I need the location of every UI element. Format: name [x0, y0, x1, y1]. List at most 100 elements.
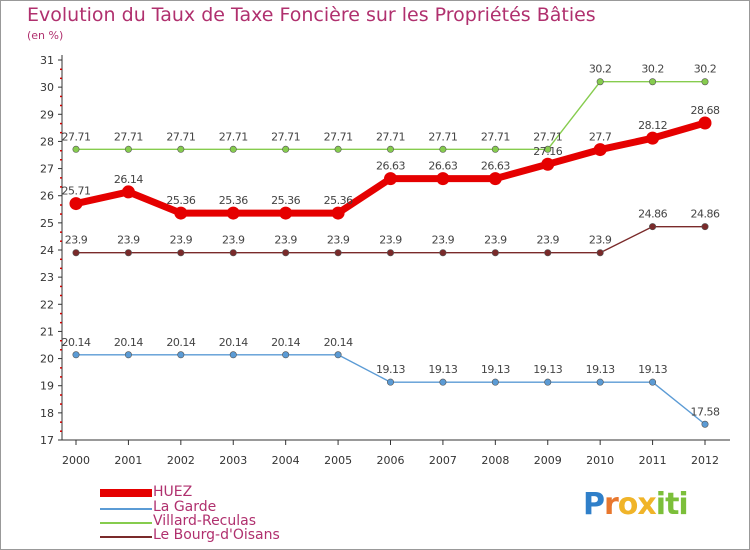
data-label: 20.14: [114, 336, 143, 349]
y-minor-tick: [60, 349, 62, 351]
data-label: 24.86: [638, 208, 667, 221]
x-tick-label: 2009: [534, 454, 562, 467]
data-point: [124, 351, 132, 359]
data-label: 20.14: [166, 336, 195, 349]
axes: 17 18 19 20 21 22 23 24 25 26 27 28 29 30 31 2000 2001 20…: [40, 54, 730, 467]
y-tick-label: 22: [40, 298, 54, 311]
data-point: [701, 420, 709, 428]
unit-label: (en %): [27, 29, 64, 42]
x-tick-label: 2007: [429, 454, 457, 467]
x-tick-label: 2012: [691, 454, 719, 467]
logo-letter: i: [655, 487, 666, 522]
data-point: [436, 172, 450, 186]
data-label: 23.9: [327, 234, 350, 247]
y-tick-label: 26: [40, 190, 54, 203]
data-label: 27.71: [114, 130, 143, 143]
y-minor-tick: [60, 430, 62, 432]
y-minor-tick: [60, 213, 62, 215]
x-tick-label: 2003: [219, 454, 247, 467]
x-tick-label: 2010: [586, 454, 614, 467]
x-tick-label: 2002: [167, 454, 195, 467]
data-point: [229, 249, 237, 257]
y-tick-label: 21: [40, 325, 54, 338]
data-point: [439, 249, 447, 257]
data-point: [334, 249, 342, 257]
data-point: [229, 145, 237, 153]
data-point: [701, 78, 709, 86]
y-tick-label: 27: [40, 163, 54, 176]
y-tick-label: 29: [40, 108, 54, 121]
data-label: 23.9: [484, 234, 507, 247]
data-point: [282, 351, 290, 359]
data-label: 28.12: [638, 119, 667, 132]
data-label: 23.9: [274, 234, 297, 247]
chart-title: Evolution du Taux de Taxe Foncière sur l…: [27, 4, 596, 26]
logo-letter: t: [665, 487, 679, 522]
series-lines: [69, 78, 712, 428]
y-tick-label: 20: [40, 353, 54, 366]
y-minor-tick: [60, 131, 62, 134]
data-label: 30.2: [589, 63, 612, 76]
data-point: [334, 145, 342, 153]
data-label: 23.9: [432, 234, 455, 247]
data-label: 27.71: [271, 130, 300, 143]
data-point: [649, 378, 657, 386]
data-label: 19.13: [586, 363, 615, 376]
data-point: [541, 157, 555, 171]
data-label: 23.9: [117, 234, 140, 247]
data-point: [439, 145, 447, 153]
data-point: [596, 249, 604, 257]
data-label: 23.9: [589, 234, 612, 247]
data-label: 25.36: [324, 194, 353, 207]
data-point: [491, 249, 499, 257]
data-point: [701, 223, 709, 231]
data-point: [177, 249, 185, 257]
data-point: [386, 378, 394, 386]
data-label: 30.2: [694, 63, 717, 76]
data-point: [698, 116, 712, 130]
y-tick-label: 18: [40, 407, 54, 420]
data-label: 19.13: [481, 363, 510, 376]
data-point: [544, 249, 552, 257]
data-point: [386, 249, 394, 257]
y-tick-label: 24: [40, 244, 54, 257]
data-point: [593, 143, 607, 157]
legend-label: Le Bourg-d'Oisans: [153, 527, 280, 543]
y-minor-tick: [60, 339, 62, 342]
data-label: 27.16: [533, 145, 562, 158]
data-point: [121, 185, 135, 199]
y-minor-tick: [60, 394, 62, 396]
legend-swatch: [100, 508, 152, 510]
x-tick-label: 2004: [272, 454, 300, 467]
data-label: 28.68: [691, 104, 720, 117]
y-minor-tick: [60, 68, 62, 71]
data-label: 27.71: [166, 130, 195, 143]
data-point: [596, 378, 604, 386]
x-tick-label: 2008: [481, 454, 509, 467]
data-point: [386, 145, 394, 153]
data-point: [72, 351, 80, 359]
data-label: 27.71: [376, 130, 405, 143]
data-label: 25.36: [166, 194, 195, 207]
y-minor-tick: [60, 403, 62, 405]
proxiti-logo: Proxiti: [583, 487, 689, 522]
data-point: [282, 249, 290, 257]
data-label: 23.9: [537, 234, 560, 247]
y-tick-label: 17: [40, 434, 54, 447]
data-point: [279, 206, 293, 220]
data-point: [488, 172, 502, 186]
data-label: 20.14: [62, 336, 91, 349]
data-label: 27.7: [589, 131, 612, 144]
data-label: 23.9: [379, 234, 402, 247]
y-minor-tick: [60, 312, 62, 315]
x-tick-label: 2005: [324, 454, 352, 467]
x-tick-label: 2000: [62, 454, 90, 467]
y-tick-label: 19: [40, 380, 54, 393]
y-minor-tick: [60, 421, 62, 423]
legend-swatch: [100, 522, 152, 524]
data-label: 23.9: [170, 234, 193, 247]
data-label: 19.13: [533, 363, 562, 376]
data-point: [174, 206, 188, 220]
y-minor-tick: [60, 321, 62, 324]
